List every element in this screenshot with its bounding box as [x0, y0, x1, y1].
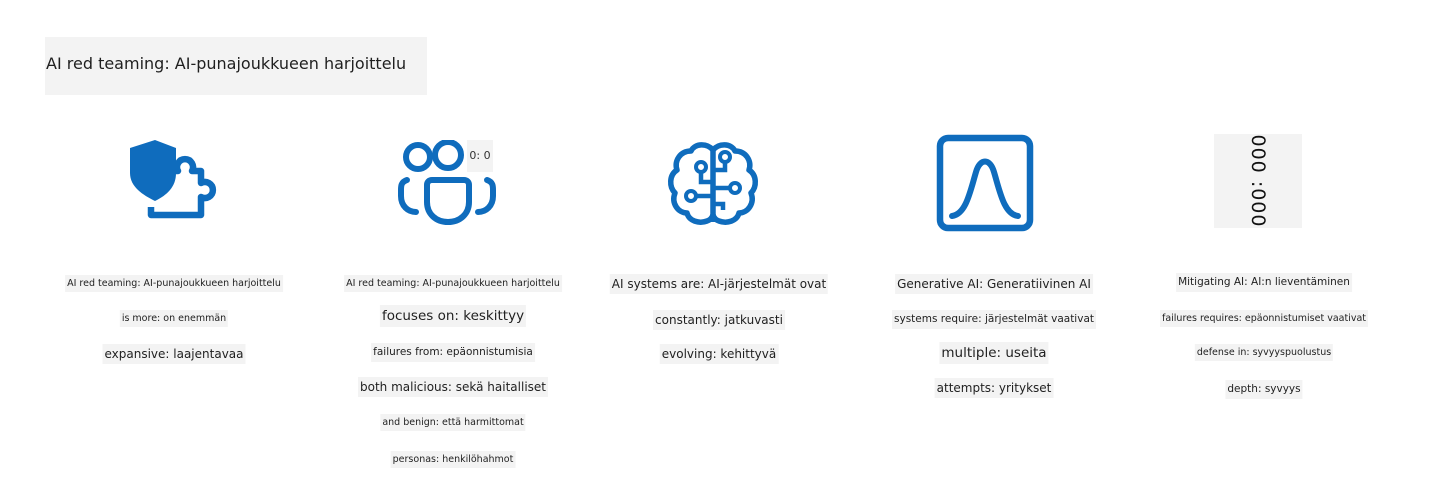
label-text: personas: henkilöhahmot [390, 451, 516, 469]
label-text: and benign: että harmittomat [380, 414, 526, 432]
label-text: AI systems are: AI-järjestelmät ovat [609, 274, 829, 295]
column-red-teaming: AI red teaming: AI-punajoukkueen harjoit… [44, 0, 304, 495]
label-text: systems require: järjestelmät vaativat [892, 310, 1096, 329]
label-text: both malicious: sekä haitalliset [357, 377, 549, 398]
icon-overlay-text: 0: 0 [467, 140, 493, 172]
people-team-icon [398, 140, 496, 226]
page-title: AI red teaming: AI-punajoukkueen harjoit… [45, 37, 427, 95]
shield-puzzle-icon [130, 140, 217, 219]
label-text: focuses on: keskittyy [379, 305, 527, 328]
label-text: attempts: yritykset [934, 378, 1054, 399]
label-text: constantly: jatkuvasti [653, 310, 785, 331]
label-text: depth: syvyys [1225, 380, 1303, 399]
label-text: Generative AI: Generatiivinen AI [895, 274, 1093, 295]
column-mitigating-ai: 000 :000 Mitigating AI: AI:n lieventämin… [1134, 0, 1394, 495]
rotated-numbers-icon: 000 :000 [1214, 134, 1302, 228]
label-text: defense in: syvyyspuolustus [1194, 344, 1334, 362]
brain-circuit-icon [668, 142, 758, 225]
label-text: is more: on enemmän [119, 310, 229, 328]
label-text: evolving: kehittyvä [659, 344, 779, 365]
label-text: multiple: useita [939, 342, 1049, 365]
column-ai-systems: AI systems are: AI-järjestelmät ovat con… [589, 0, 849, 495]
label-text: AI red teaming: AI-punajoukkueen harjoit… [65, 275, 283, 293]
column-generative-ai: Generative AI: Generatiivinen AI systems… [864, 0, 1124, 495]
label-text: expansive: laajentavaa [102, 344, 246, 365]
rotated-numbers-text: 000 :000 [1247, 134, 1269, 228]
label-text: failures requires: epäonnistumiset vaati… [1159, 310, 1369, 328]
label-text: failures from: epäonnistumisia [371, 343, 535, 362]
bell-curve-icon [936, 134, 1034, 232]
label-text: AI red teaming: AI-punajoukkueen harjoit… [344, 275, 562, 293]
label-text: Mitigating AI: AI:n lieventäminen [1176, 273, 1352, 292]
column-focuses: 0: 0 AI red teaming: AI-punajoukkueen ha… [323, 0, 583, 495]
